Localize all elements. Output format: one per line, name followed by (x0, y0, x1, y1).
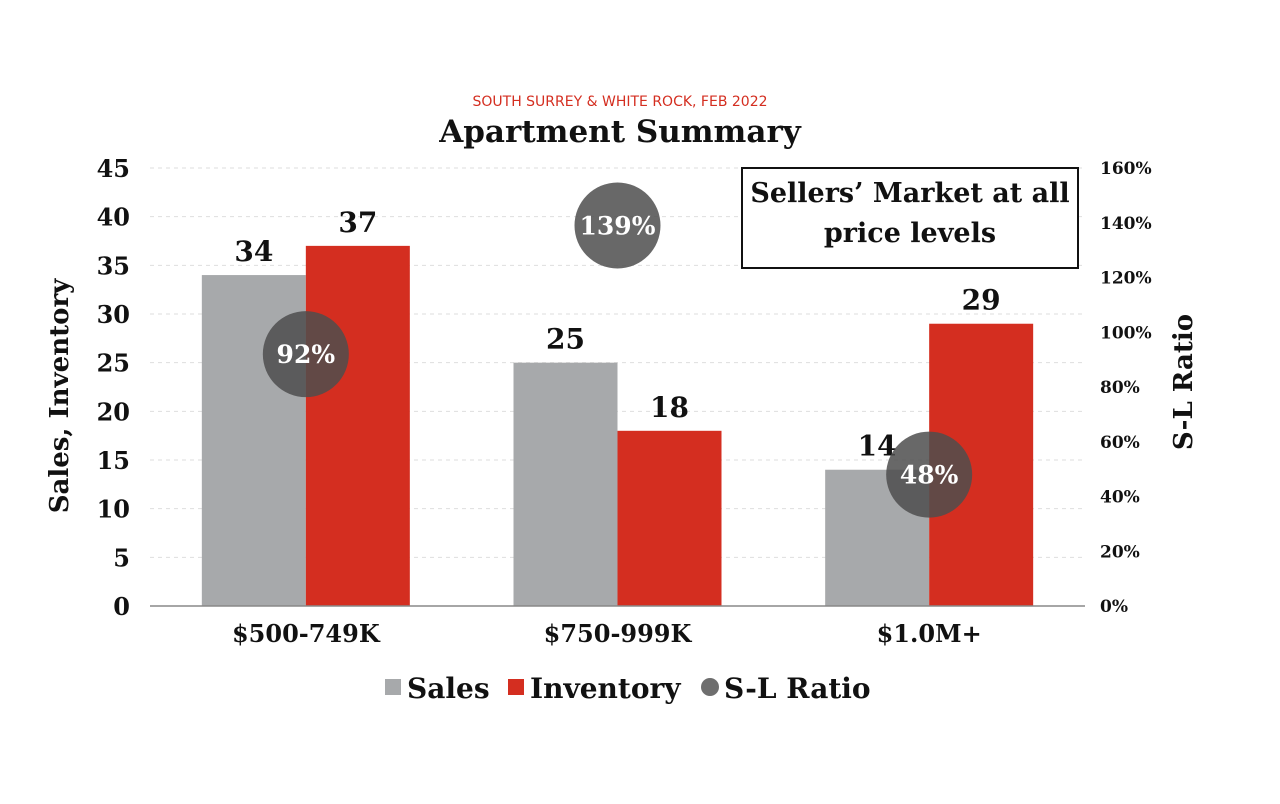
y2-axis-label: S-L Ratio (1169, 314, 1199, 450)
ratio-label: 139% (580, 211, 656, 240)
y2-tick-label: 40% (1100, 488, 1140, 508)
y-tick-label: 30 (97, 300, 130, 329)
y2-tick-label: 60% (1100, 433, 1140, 453)
x-tick-label: $500-749K (232, 619, 381, 648)
bar-sales (513, 362, 618, 606)
y2-tick-label: 20% (1100, 542, 1140, 562)
legend-label: Sales (407, 672, 490, 705)
chart-subtitle: SOUTH SURREY & WHITE ROCK, FEB 2022 (472, 94, 767, 110)
annotation-box: Sellers’ Market at all price levels (741, 167, 1079, 269)
y2-tick-label: 140% (1100, 214, 1152, 234)
legend: Sales Inventory S-L Ratio (385, 672, 871, 705)
x-axis-ticks: $500-749K $750-999K $1.0M+ (232, 619, 982, 648)
annotation-line-2: price levels (824, 218, 996, 249)
y-tick-label: 10 (97, 495, 130, 524)
bars-group (201, 245, 1034, 606)
y2-axis-ticks: 0% 20% 40% 60% 80% 100% 120% 140% 160% (1100, 159, 1152, 617)
ratio-marker (574, 182, 661, 269)
ratio-marker (886, 431, 973, 518)
y-axis-label: Sales, Inventory (45, 278, 75, 513)
annotation-border (741, 167, 1079, 269)
bar-inventory (305, 245, 410, 606)
ratio-label: 48% (900, 461, 959, 490)
y-tick-label: 20 (97, 397, 130, 426)
y2-tick-label: 100% (1100, 323, 1152, 343)
y2-tick-label: 80% (1100, 378, 1140, 398)
y-tick-label: 40 (97, 203, 130, 232)
legend-swatch (385, 679, 401, 695)
bar-inventory (617, 430, 722, 606)
bar-value-label: 29 (962, 284, 1001, 317)
legend-label: S-L Ratio (724, 672, 871, 705)
annotation-line-1: Sellers’ Market at all (750, 178, 1069, 209)
x-tick-label: $750-999K (544, 619, 693, 648)
ratio-label: 92% (277, 340, 336, 369)
y-tick-label: 25 (97, 349, 130, 378)
bar-value-label: 18 (650, 391, 689, 424)
y2-tick-label: 120% (1100, 269, 1152, 289)
y-tick-label: 15 (97, 446, 130, 475)
legend-swatch (701, 678, 719, 696)
y2-tick-label: 0% (1100, 597, 1128, 617)
bar-value-label: 37 (338, 206, 377, 239)
y-tick-label: 5 (113, 543, 130, 572)
bar-value-label: 34 (234, 235, 273, 268)
chart-title: Apartment Summary (438, 114, 802, 150)
y-axis-ticks: 0 5 10 15 20 25 30 35 40 45 (97, 154, 130, 621)
y-tick-label: 35 (97, 251, 130, 280)
y-tick-label: 45 (97, 154, 130, 183)
x-tick-label: $1.0M+ (877, 619, 982, 648)
legend-label: Inventory (530, 672, 681, 705)
y-tick-label: 0 (113, 592, 130, 621)
ratio-markers: 92% 139% 48% (262, 182, 973, 518)
ratio-marker (262, 311, 349, 398)
bar-value-label: 25 (546, 323, 585, 356)
y2-tick-label: 160% (1100, 159, 1152, 179)
legend-swatch (508, 679, 524, 695)
